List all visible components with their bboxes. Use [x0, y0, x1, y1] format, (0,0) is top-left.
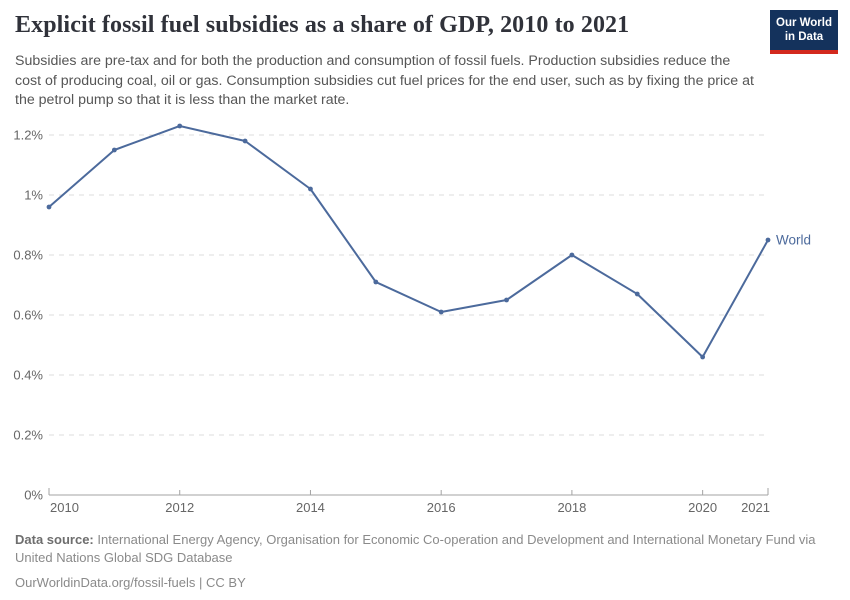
data-point-2018[interactable] [569, 252, 575, 258]
data-source-label: Data source: [15, 532, 94, 547]
x-axis-tick-label: 2020 [688, 500, 717, 515]
owid-logo[interactable]: Our World in Data [770, 10, 838, 54]
data-point-2017[interactable] [504, 297, 509, 303]
x-axis-tick-label: 2021 [741, 500, 770, 515]
data-point-2015[interactable] [373, 279, 379, 285]
footer-links-row: OurWorldinData.org/fossil-fuels | CC BY [15, 574, 823, 592]
series-end-label[interactable]: World [776, 233, 811, 248]
data-point-2019[interactable] [634, 291, 640, 297]
data-point-2010[interactable] [46, 204, 52, 210]
x-axis-tick-label: 2010 [50, 500, 79, 515]
data-point-2012[interactable] [177, 123, 183, 129]
owid-logo-line2: in Data [784, 31, 824, 44]
y-axis-tick-label: 0.8% [13, 248, 43, 263]
owid-logo-line1: Our World [776, 17, 833, 29]
data-point-2021[interactable] [765, 237, 771, 243]
data-source-note: Data source: International Energy Agency… [15, 531, 823, 568]
x-axis-tick-label: 2012 [165, 500, 194, 515]
data-point-2014[interactable] [308, 186, 313, 192]
x-axis-tick-label: 2016 [427, 500, 456, 515]
data-point-2011[interactable] [111, 147, 117, 153]
x-axis-tick-label: 2018 [557, 500, 586, 515]
y-axis-tick-label: 1.2% [13, 128, 43, 143]
x-axis-tick-label: 2014 [296, 500, 325, 515]
data-point-2013[interactable] [242, 138, 248, 144]
page-title: Explicit fossil fuel subsidies as a shar… [15, 12, 630, 38]
data-point-2020[interactable] [700, 354, 706, 360]
chart-subtitle: Subsidies are pre-tax and for both the p… [15, 53, 754, 109]
y-axis-tick-label: 0.4% [13, 368, 43, 383]
footer-separator: | [199, 574, 203, 590]
y-axis-tick-label: 0.2% [13, 428, 43, 443]
y-axis-tick-label: 1% [24, 188, 43, 203]
y-axis-tick-label: 0% [24, 488, 43, 503]
chart-footer: Data source: International Energy Agency… [15, 531, 823, 592]
owid-url-link[interactable]: OurWorldinData.org/fossil-fuels [15, 574, 196, 590]
series-line-world[interactable] [48, 125, 769, 358]
license-label: CC BY [206, 574, 246, 590]
data-source-text: International Energy Agency, Organisatio… [15, 532, 816, 566]
y-axis-tick-label: 0.6% [13, 308, 43, 323]
data-point-2016[interactable] [438, 309, 444, 315]
